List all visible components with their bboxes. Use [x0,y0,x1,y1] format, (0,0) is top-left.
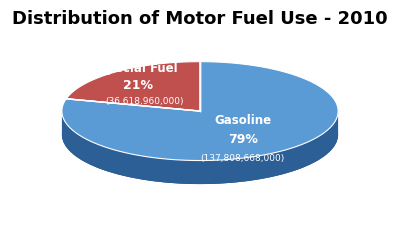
Text: (137,808,668,000): (137,808,668,000) [201,154,285,163]
Ellipse shape [62,85,338,184]
Text: 21%: 21% [122,79,152,92]
Polygon shape [62,111,338,184]
Polygon shape [66,62,200,111]
Text: Distribution of Motor Fuel Use - 2010: Distribution of Motor Fuel Use - 2010 [12,10,388,28]
Text: 79%: 79% [228,133,258,146]
Text: Gasoline: Gasoline [214,114,271,127]
Text: Special Fuel: Special Fuel [98,62,177,75]
Text: (36,618,960,000): (36,618,960,000) [105,97,183,106]
Polygon shape [62,62,338,161]
